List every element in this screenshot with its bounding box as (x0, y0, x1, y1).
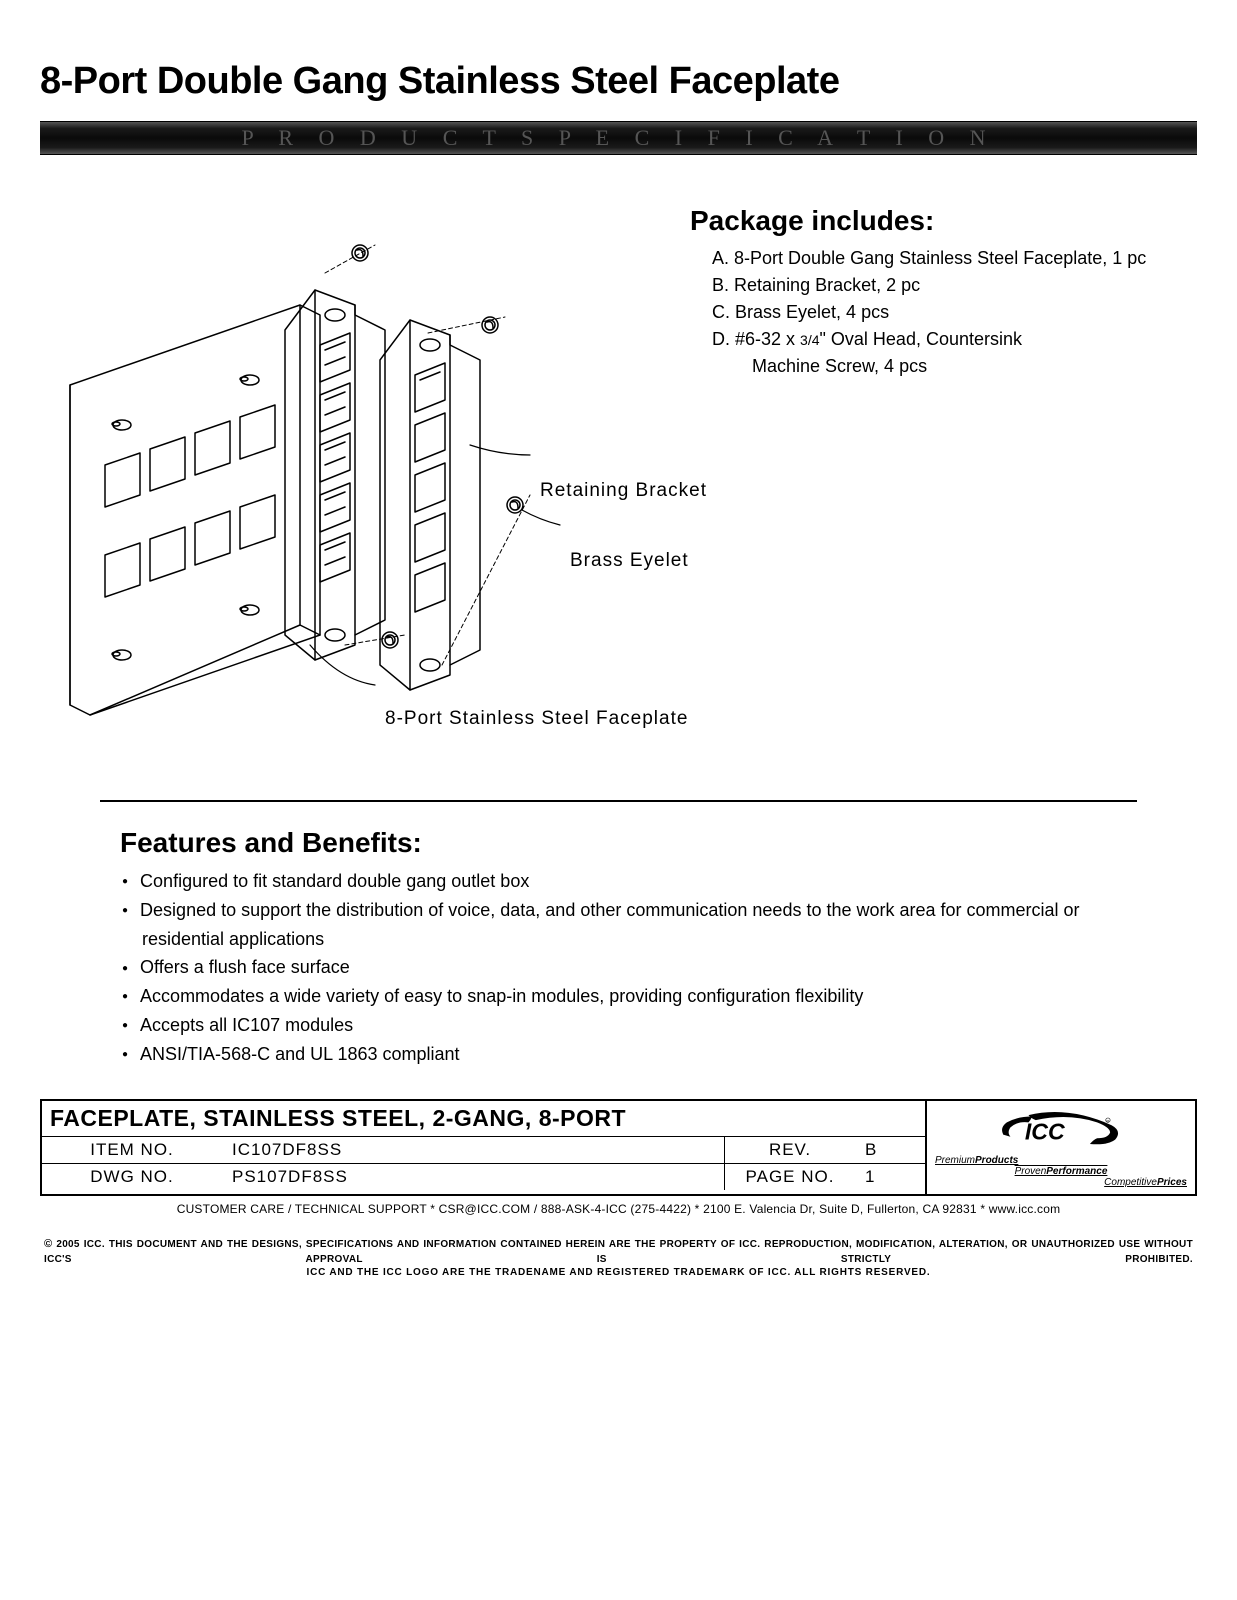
spec-banner: P R O D U C T S P E C I F I C A T I O N (40, 121, 1197, 155)
package-item-cont: Machine Screw, 4 pcs (712, 353, 1197, 380)
section-divider (100, 800, 1137, 802)
page-no-value: 1 (855, 1164, 925, 1190)
item-no-label: ITEM NO. (42, 1137, 222, 1163)
footer-legal-2: ICC AND THE ICC LOGO ARE THE TRADENAME A… (40, 1267, 1197, 1278)
features-list: Configured to fit standard double gang o… (120, 867, 1117, 1069)
package-list: A. 8-Port Double Gang Stainless Steel Fa… (690, 245, 1197, 380)
footer-contact: CUSTOMER CARE / TECHNICAL SUPPORT * CSR@… (40, 1202, 1197, 1216)
callout-retaining: Retaining Bracket (540, 480, 707, 502)
callout-faceplate: 8-Port Stainless Steel Faceplate (385, 708, 688, 730)
dwg-no-label: DWG NO. (42, 1164, 222, 1190)
features-section: Features and Benefits: Configured to fit… (40, 827, 1197, 1069)
tagline-premium: PremiumProducts (935, 1155, 1187, 1166)
feature-item: Accepts all IC107 modules (142, 1011, 1117, 1040)
callout-eyelet: Brass Eyelet (570, 550, 689, 572)
exploded-diagram (10, 175, 650, 755)
rev-label: REV. (725, 1137, 855, 1163)
feature-item: Configured to fit standard double gang o… (142, 867, 1117, 896)
drawing-title: FACEPLATE, STAINLESS STEEL, 2-GANG, 8-PO… (42, 1101, 925, 1137)
diagram-area: Retaining Bracket Brass Eyelet 8-Port St… (40, 205, 650, 760)
svg-text:R: R (1107, 1119, 1110, 1123)
leader-eyelet (522, 510, 560, 525)
content-area: Retaining Bracket Brass Eyelet 8-Port St… (40, 205, 1197, 760)
item-no-value: IC107DF8SS (222, 1137, 725, 1163)
title-block-left: FACEPLATE, STAINLESS STEEL, 2-GANG, 8-PO… (42, 1101, 925, 1194)
tagline-proven: ProvenPerformance (935, 1166, 1187, 1177)
package-item: A. 8-Port Double Gang Stainless Steel Fa… (712, 245, 1197, 272)
features-heading: Features and Benefits: (120, 827, 1117, 859)
dwg-row: DWG NO. PS107DF8SS PAGE NO. 1 (42, 1164, 925, 1190)
dwg-no-value: PS107DF8SS (222, 1164, 725, 1190)
eyelet-2 (482, 317, 498, 333)
eyelet-3 (382, 632, 398, 648)
package-heading: Package includes: (690, 205, 1197, 237)
page-no-label: PAGE NO. (725, 1164, 855, 1190)
svg-text:ICC: ICC (1025, 1118, 1065, 1144)
feature-item: Offers a flush face surface (142, 953, 1117, 982)
title-block: FACEPLATE, STAINLESS STEEL, 2-GANG, 8-PO… (40, 1099, 1197, 1196)
package-section: Package includes: A. 8-Port Double Gang … (650, 205, 1197, 760)
rev-value: B (855, 1137, 925, 1163)
faceplate-shape (70, 305, 320, 715)
item-row: ITEM NO. IC107DF8SS REV. B (42, 1137, 925, 1164)
package-item: D. #6-32 x 3/4" Oval Head, Countersink (712, 326, 1197, 353)
logo-block: ICC R PremiumProducts ProvenPerformance … (925, 1101, 1195, 1194)
feature-item: Accommodates a wide variety of easy to s… (142, 982, 1117, 1011)
package-item: B. Retaining Bracket, 2 pc (712, 272, 1197, 299)
eyelet-1 (352, 245, 368, 261)
leader-retaining (470, 445, 530, 455)
page-title: 8-Port Double Gang Stainless Steel Facep… (40, 60, 1197, 103)
banner-text: P R O D U C T S P E C I F I C A T I O N (241, 125, 995, 151)
feature-item: ANSI/TIA-568-C and UL 1863 compliant (142, 1040, 1117, 1069)
eyelet-4 (507, 497, 523, 513)
tagline-competitive: CompetitivePrices (935, 1177, 1187, 1188)
leader-faceplate (310, 645, 375, 685)
feature-item: Designed to support the distribution of … (142, 896, 1117, 954)
footer-legal-1: © 2005 ICC. THIS DOCUMENT AND THE DESIGN… (40, 1236, 1197, 1268)
package-item: C. Brass Eyelet, 4 pcs (712, 299, 1197, 326)
icc-logo-icon: ICC R (996, 1107, 1126, 1155)
